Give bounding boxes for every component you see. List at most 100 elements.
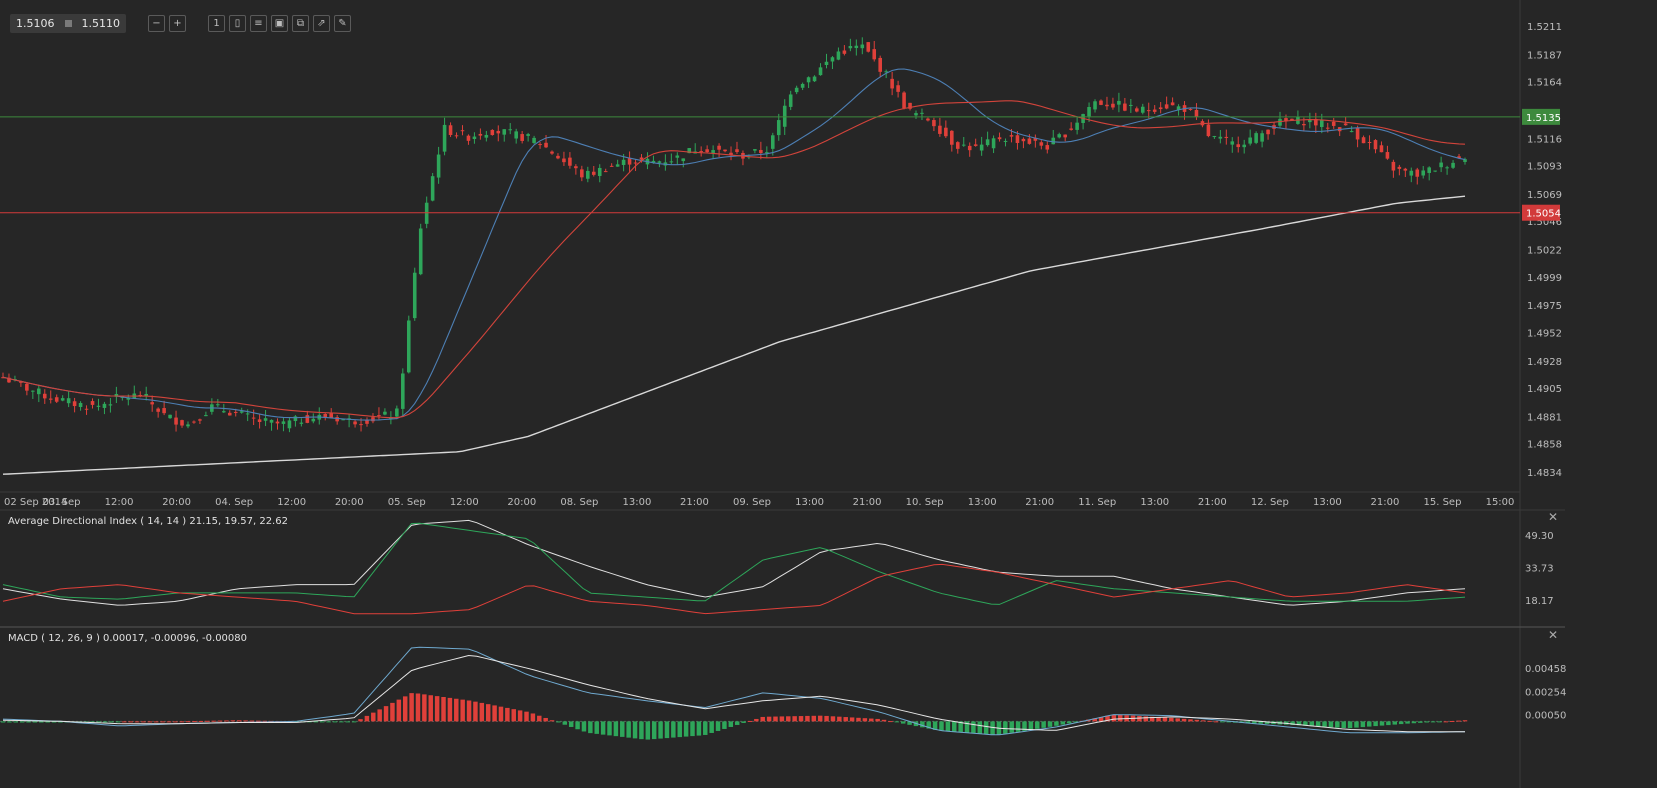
candle-body <box>765 152 769 154</box>
macd-histogram-bar <box>715 721 721 731</box>
macd-histogram-bar <box>741 721 746 723</box>
candle-body <box>973 144 978 146</box>
macd-histogram-bar <box>549 720 555 722</box>
macd-y-tick-label: 0.00050 <box>1525 711 1566 722</box>
candle-body <box>1176 106 1181 110</box>
candle-body <box>1158 107 1163 110</box>
candle-body <box>1021 138 1026 142</box>
macd-histogram-bar <box>454 698 459 722</box>
candle-body <box>269 419 274 423</box>
macd-histogram-bar <box>466 700 472 722</box>
zoom-out-icon[interactable]: − <box>148 14 165 32</box>
candle-body <box>323 414 328 418</box>
candle-body <box>1302 124 1306 126</box>
indicators-icon[interactable]: ≡ <box>250 14 267 32</box>
timeframe-button[interactable]: 1 <box>208 14 225 32</box>
copy-icon[interactable]: ⧉ <box>292 14 309 32</box>
candle-body <box>1045 145 1050 150</box>
macd-histogram-bar <box>1194 719 1200 722</box>
candle-body <box>96 405 101 407</box>
y-tick-label: 1.5211 <box>1527 22 1562 33</box>
x-tick-label: 13:00 <box>1140 497 1169 508</box>
candle-body <box>639 157 644 160</box>
macd-histogram-bar <box>639 721 644 740</box>
macd-histogram-bar <box>262 720 267 722</box>
x-tick-label: 08. Sep <box>560 497 598 508</box>
candle-body <box>359 424 363 426</box>
candle-body <box>633 162 638 164</box>
x-tick-label: 20:00 <box>335 497 364 508</box>
candle-body <box>1325 127 1330 129</box>
candle-body <box>1170 102 1175 106</box>
macd-histogram-bar <box>179 721 184 723</box>
macd-histogram-bar <box>39 721 44 723</box>
candle-body <box>72 401 77 407</box>
candle-body <box>1027 138 1032 144</box>
macd-histogram-bar <box>383 706 389 722</box>
macd-histogram-bar <box>498 706 504 722</box>
macd-histogram-bar <box>1456 720 1461 722</box>
candle-body <box>926 118 930 121</box>
candle-body <box>245 413 250 415</box>
macd-histogram-bar <box>428 695 433 722</box>
macd-close-icon[interactable]: ✕ <box>1548 628 1559 642</box>
macd-histogram-bar <box>824 715 829 722</box>
screenshot-icon[interactable]: ▣ <box>271 14 288 32</box>
candle-body <box>472 136 477 140</box>
macd-histogram-bar <box>1392 721 1398 725</box>
candle-body <box>562 158 566 163</box>
candle-body <box>192 421 196 423</box>
candle-body <box>1367 142 1372 144</box>
adx-close-icon[interactable]: ✕ <box>1548 510 1559 524</box>
adx-panel-title: Average Directional Index ( 14, 14 ) 21.… <box>8 516 288 527</box>
candle-body <box>908 102 912 109</box>
candle-body <box>233 411 238 413</box>
macd-histogram-bar <box>920 721 925 728</box>
macd-histogram-bar <box>1054 721 1059 726</box>
macd-histogram-bar <box>1405 721 1410 724</box>
x-tick-label: 12:00 <box>450 497 479 508</box>
candle-body <box>800 83 805 88</box>
x-tick-label: 13:00 <box>968 497 997 508</box>
macd-histogram-bar <box>141 721 146 723</box>
candle-body <box>48 398 53 400</box>
macd-histogram-bar <box>1092 718 1097 722</box>
candle-body <box>574 166 578 169</box>
share-icon[interactable]: ⇗ <box>313 14 330 32</box>
candle-body <box>1212 136 1217 138</box>
candle-body <box>108 404 113 406</box>
candle-body <box>759 149 763 154</box>
zoom-in-icon[interactable]: + <box>169 14 186 32</box>
macd-histogram-bar <box>632 721 638 739</box>
macd-histogram-bar <box>926 721 931 729</box>
candle-body <box>770 135 775 149</box>
candle-body <box>1236 144 1241 148</box>
macd-histogram-bar <box>1347 721 1353 729</box>
macd-histogram-bar <box>243 720 248 722</box>
candle-body <box>526 134 530 136</box>
y-tick-label: 1.4928 <box>1527 357 1562 368</box>
candle-body <box>1242 144 1246 148</box>
macd-histogram-bar <box>524 711 529 722</box>
macd-histogram-bar <box>983 721 989 735</box>
macd-histogram-bar <box>517 710 523 722</box>
candle-body <box>544 142 548 148</box>
candle-body <box>1445 167 1449 169</box>
ask-price: 1.5110 <box>81 16 121 30</box>
macd-histogram-bar <box>1213 721 1219 723</box>
macd-histogram-bar <box>364 715 370 722</box>
draw-icon[interactable]: ✎ <box>334 14 351 32</box>
chart-type-icon[interactable]: ▯ <box>229 14 246 32</box>
quote-box[interactable]: 1.5106 1.5110 <box>10 13 126 33</box>
candle-body <box>848 46 853 49</box>
candle-body <box>7 377 11 383</box>
macd-histogram-bar <box>811 715 817 722</box>
macd-histogram-bar <box>1386 721 1391 726</box>
candle-body <box>19 381 23 383</box>
y-tick-label: 1.4999 <box>1527 273 1562 284</box>
macd-histogram-bar <box>332 721 338 723</box>
candle-body <box>37 388 41 395</box>
candle-body <box>932 120 936 127</box>
candle-body <box>609 165 614 167</box>
